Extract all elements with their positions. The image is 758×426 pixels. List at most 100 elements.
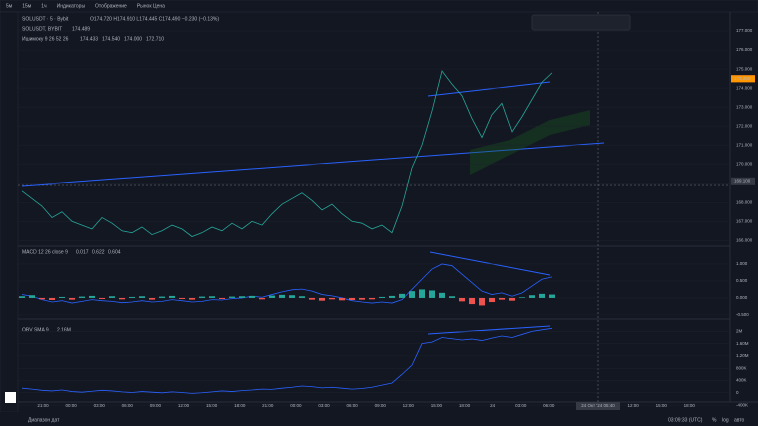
macd-bar (319, 297, 325, 301)
price-tick-label: -400K (736, 402, 748, 407)
macd-bar (59, 296, 65, 298)
left-toolbar (0, 11, 19, 413)
layer: 5м 15м 1ч Индикаторы Отображение Рынок Цена SO… (6, 3, 755, 423)
toolbar-button[interactable]: 5м (6, 3, 13, 9)
macd-bar (199, 296, 205, 298)
time-tick-label: 12:00 (178, 403, 190, 408)
macd-bar (169, 295, 175, 298)
macd-bar (379, 296, 385, 298)
price-tick-label: 171.000 (736, 142, 753, 147)
toolbar-button[interactable]: Индикаторы (57, 3, 86, 9)
price-line (21, 70, 553, 237)
price-tick-label: 1.000 (736, 261, 748, 266)
macd-bar (419, 289, 425, 298)
macd-bar (529, 295, 535, 298)
trend-line[interactable] (427, 325, 551, 335)
price-tick-label: 400K (736, 378, 747, 383)
crosshair-price-label-box (731, 177, 755, 185)
time-tick-label: 24 (490, 403, 496, 408)
time-tick-label: 15:00 (206, 403, 218, 408)
price-tick-label: 2M (736, 329, 743, 334)
macd-bar (209, 296, 215, 298)
macd-reading: 0.622 (92, 249, 105, 255)
time-tick-label: 12:00 (627, 403, 639, 408)
obv-reading: 2.16M (57, 327, 71, 333)
trend-line[interactable] (21, 142, 605, 187)
macd-bar (89, 295, 95, 298)
macd-bar (29, 295, 35, 298)
price-tick-label: -0.500 (736, 312, 749, 317)
price-tick-label: 176.000 (736, 47, 753, 52)
price-tick-label: 172.000 (736, 123, 753, 128)
legend-ichimoku-value: 174.000 (124, 36, 142, 42)
compare-price-label-box (731, 75, 755, 83)
macd-bar (399, 293, 405, 298)
macd-bar (299, 296, 305, 298)
status-bar (0, 412, 758, 426)
time-tick-label: 06:00 (122, 403, 134, 408)
macd-bar (249, 295, 255, 298)
toolbar-button[interactable]: 1ч (41, 3, 47, 9)
price-tick-label: 1.20M (736, 353, 749, 358)
macd-bar (509, 297, 515, 301)
time-tick-label: 00:00 (290, 403, 302, 408)
drawing-toolbar[interactable] (531, 14, 631, 31)
price-tick-label: 0.500 (736, 278, 748, 283)
crosshair-time-label: 24 Окт '24 05:40 (581, 403, 615, 408)
crosshair-price-label: 169.100 (734, 179, 751, 184)
top-toolbar (0, 0, 758, 13)
macd-bar (409, 291, 415, 298)
time-tick-label: 12:00 (403, 403, 415, 408)
macd-bar (359, 297, 365, 300)
date-range-button[interactable]: Диапазон дат (28, 417, 60, 423)
logo[interactable] (5, 392, 16, 403)
trend-line[interactable] (427, 81, 551, 97)
clock: 03:09:33 (UTC) (668, 417, 703, 423)
obv-line (21, 327, 553, 394)
macd-bar (289, 295, 295, 298)
percent-button[interactable]: % (712, 417, 717, 423)
macd-bar (119, 297, 125, 300)
macd-bar (69, 297, 75, 300)
macd-reading: 0.017 (76, 249, 89, 255)
time-tick-label: 09:00 (375, 403, 387, 408)
price-tick-label: 177.000 (736, 28, 753, 33)
time-tick-label: 06:00 (346, 403, 358, 408)
price-tick-label: 167.000 (736, 218, 753, 223)
time-tick-label: 21:00 (37, 403, 49, 408)
price-tick-label: 168.000 (736, 199, 753, 204)
toolbar-button[interactable]: Рынок Цена (137, 3, 165, 9)
price-tick-label: 175.000 (736, 66, 753, 71)
macd-bar (269, 295, 275, 298)
toolbar-button[interactable]: Отображение (95, 3, 127, 9)
log-button[interactable]: log (722, 417, 729, 423)
macd-bar (389, 295, 395, 298)
macd-bar (129, 296, 135, 298)
toolbar-button[interactable]: 15м (22, 3, 32, 9)
trend-line[interactable] (429, 251, 551, 276)
price-tick-label: 166.000 (736, 237, 753, 242)
macd-reading: 0.604 (108, 249, 121, 255)
macd-bar (439, 292, 445, 298)
legend-ichimoku-value: 174.540 (102, 36, 120, 42)
macd-bar (499, 297, 505, 300)
macd-bar (79, 296, 85, 298)
macd-bar (179, 297, 185, 299)
macd-bar (49, 297, 55, 300)
macd-line (21, 263, 553, 304)
price-tick-label: 173.000 (736, 104, 753, 109)
macd-bar (369, 297, 375, 300)
price-tick-label: 800K (736, 365, 747, 370)
macd-bar (19, 296, 25, 298)
macd-bar (159, 296, 165, 298)
auto-button[interactable]: авто (734, 417, 745, 423)
macd-bar (329, 297, 335, 300)
price-tick-label: 0.000 (736, 295, 748, 300)
macd-bar (539, 293, 545, 298)
macd-bar (149, 297, 155, 300)
legend-ichimoku: Ишимоку 9 26 52 26 (22, 36, 69, 42)
macd-bar (229, 296, 235, 298)
